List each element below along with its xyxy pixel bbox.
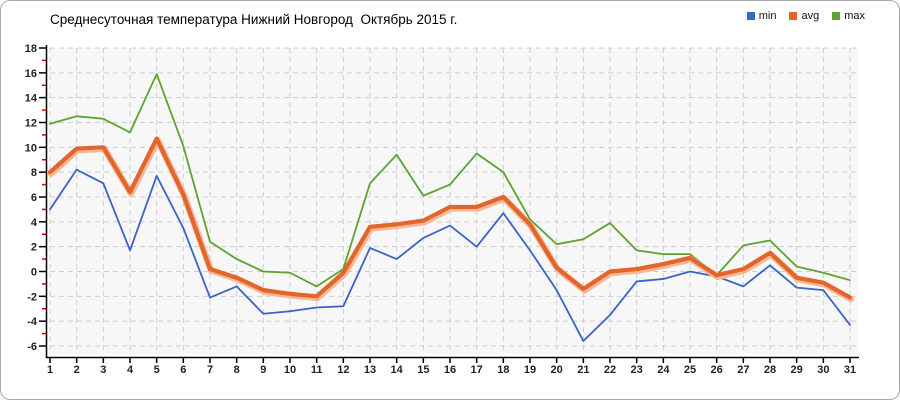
x-tick-label: 30 — [817, 364, 829, 376]
y-tick-label: 8 — [31, 167, 37, 179]
y-tick-label: -4 — [27, 316, 38, 328]
legend-item-min: min — [746, 10, 777, 22]
x-tick-label: 24 — [657, 364, 670, 376]
x-tick-label: 8 — [234, 364, 240, 376]
plot-background — [50, 48, 858, 354]
legend-item-avg: avg — [789, 10, 819, 22]
x-tick-label: 4 — [127, 364, 134, 376]
x-tick-label: 11 — [311, 364, 323, 376]
x-tick-label: 15 — [417, 364, 429, 376]
y-tick-label: -6 — [27, 341, 37, 353]
chart-title: Среднесуточная температура Нижний Новгор… — [50, 12, 458, 27]
x-tick-label: 17 — [471, 364, 483, 376]
x-tick-label: 6 — [180, 364, 186, 376]
y-tick-label: 14 — [25, 93, 38, 105]
x-tick-label: 31 — [844, 364, 856, 376]
legend-swatch-max — [832, 12, 841, 20]
x-tick-label: 26 — [711, 364, 723, 376]
x-tick-label: 23 — [631, 364, 643, 376]
legend-item-max: max — [832, 10, 865, 22]
legend-label-avg: avg — [801, 10, 820, 22]
x-tick-label: 13 — [364, 364, 376, 376]
legend-label-max: max — [844, 10, 865, 22]
y-tick-label: 16 — [25, 68, 37, 80]
legend-swatch-min — [746, 12, 755, 20]
x-tick-label: 1 — [47, 364, 53, 376]
x-tick-label: 25 — [684, 364, 696, 376]
series-line-avg — [47, 136, 853, 300]
x-tick-label: 27 — [737, 364, 749, 376]
x-tick-label: 7 — [207, 364, 213, 376]
x-tick-label: 29 — [791, 364, 803, 376]
chart-legend: min avg max — [746, 10, 865, 22]
x-tick-label: 22 — [604, 364, 616, 376]
x-tick-label: 3 — [100, 364, 106, 376]
y-tick-label: 4 — [31, 217, 38, 229]
x-tick-label: 10 — [284, 364, 296, 376]
x-tick-label: 21 — [577, 364, 589, 376]
x-tick-label: 2 — [74, 364, 80, 376]
x-tick-label: 12 — [337, 364, 349, 376]
y-tick-label: 0 — [31, 267, 37, 279]
y-tick-label: 18 — [25, 43, 37, 55]
x-tick-label: 18 — [497, 364, 509, 376]
x-tick-label: 19 — [524, 364, 536, 376]
x-tick-label: 5 — [154, 364, 160, 376]
y-tick-label: 6 — [31, 192, 37, 204]
x-tick-label: 16 — [444, 364, 456, 376]
y-tick-label: 12 — [25, 118, 37, 130]
legend-label-min: min — [758, 10, 777, 22]
y-tick-label: 10 — [25, 142, 37, 154]
x-tick-label: 28 — [764, 364, 776, 376]
x-tick-label: 14 — [391, 364, 404, 376]
legend-swatch-avg — [789, 12, 798, 20]
y-tick-label: -2 — [27, 291, 37, 303]
y-tick-label: 2 — [31, 242, 37, 254]
x-tick-label: 20 — [551, 364, 563, 376]
x-tick-label: 9 — [260, 364, 266, 376]
